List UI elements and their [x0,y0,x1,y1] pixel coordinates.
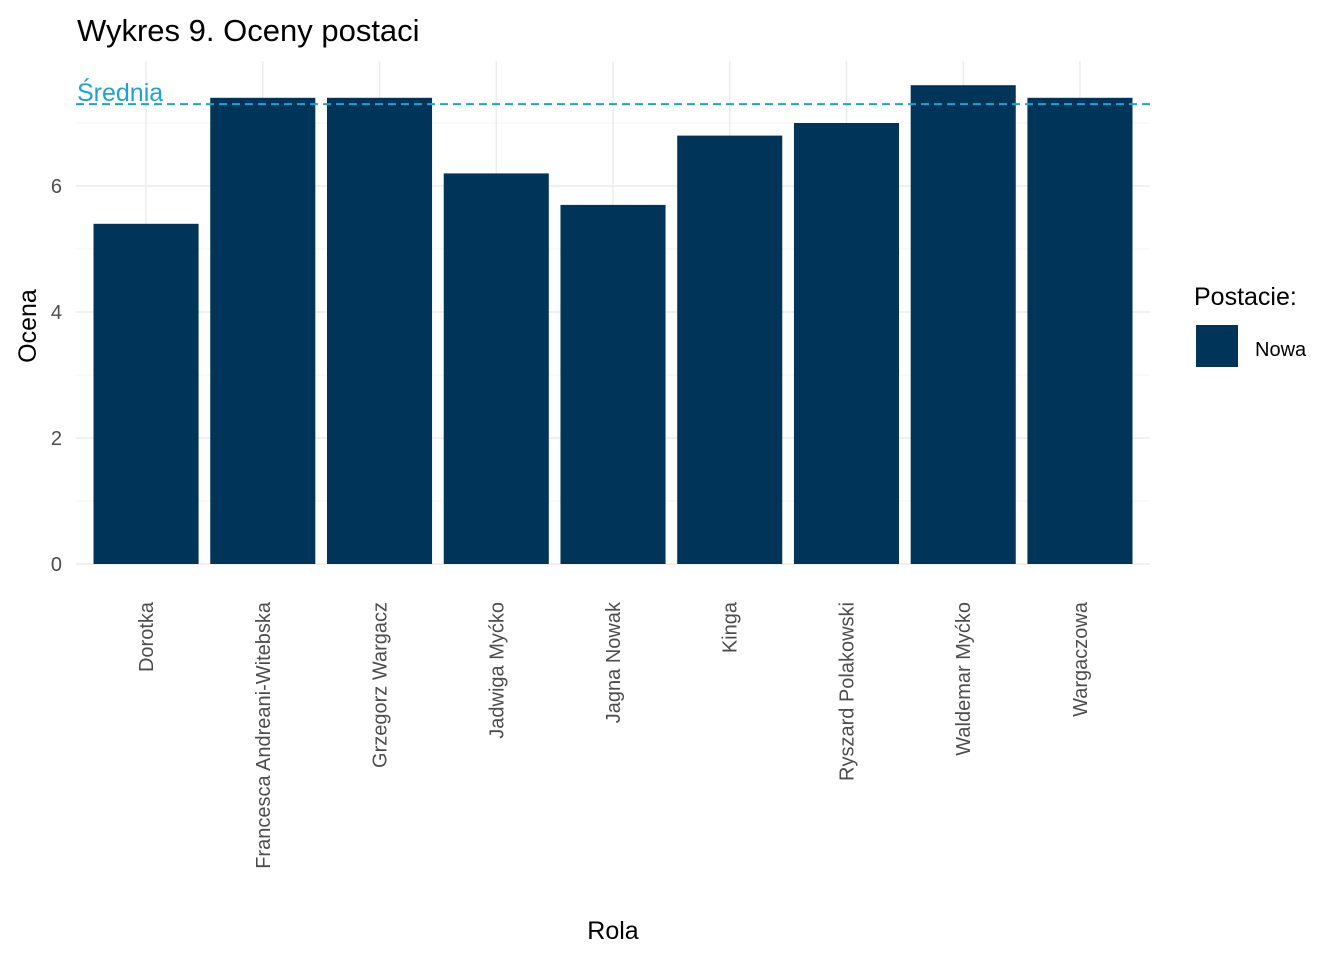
x-tick-label: Ryszard Polakowski [836,602,858,781]
mean-line-group: Średnia [76,77,1150,107]
mean-line-label: Średnia [77,77,163,107]
bar [210,97,316,565]
x-tick-label: Wargaczowa [1070,601,1092,717]
bar [326,97,433,565]
x-axis-ticks: Dorotka Francesca Andreani-Witebska Grzego… [136,601,1092,869]
x-tick-label: Kinga [720,601,742,653]
bar [677,135,783,564]
x-tick-label: Dorotka [136,601,158,672]
legend-label-nowa: Nowa [1255,339,1307,361]
bar [443,173,549,564]
y-tick-label: 2 [51,428,62,450]
legend-key-nowa [1196,325,1238,367]
x-tick-label: Francesca Andreani-Witebska [253,601,275,869]
x-tick-label: Grzegorz Wargacz [370,602,392,768]
x-tick-label: Jagna Nowak [603,601,625,723]
x-axis-title: Rola [587,917,639,945]
bar [1027,97,1133,565]
bars [93,85,1133,565]
legend: Postacie: Nowa [1194,283,1307,367]
bar [910,85,1016,564]
y-axis-ticks: 0 2 4 6 [51,176,62,576]
bar [93,223,199,565]
y-tick-label: 4 [51,302,62,324]
y-axis-title: Ocena [14,289,42,363]
y-tick-label: 6 [51,176,62,198]
legend-title: Postacie: [1194,283,1297,311]
x-tick-label: Jadwiga Myćko [486,602,508,739]
x-tick-label: Waldemar Myćko [953,602,975,756]
y-tick-label: 0 [51,554,62,576]
bar [560,204,666,564]
bar [793,123,900,564]
chart-title: Wykres 9. Oceny postaci [77,13,420,48]
